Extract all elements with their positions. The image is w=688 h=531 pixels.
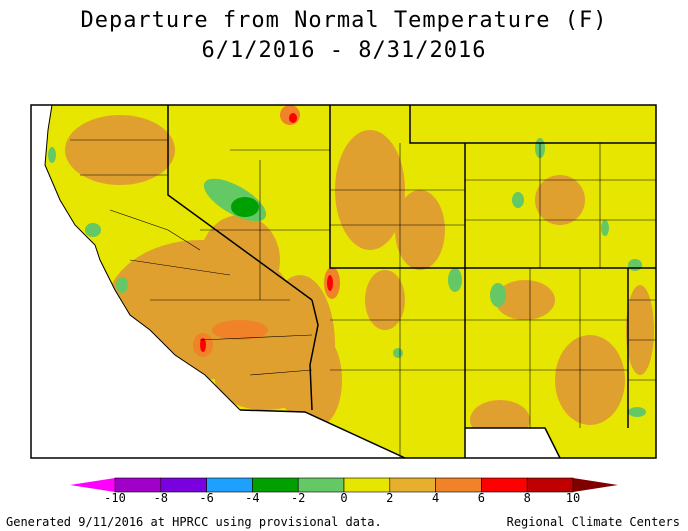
legend-tick-label: -6 [199,491,214,505]
legend-tick-label: 10 [565,491,581,505]
mexico [240,410,405,458]
map-title: Departure from Normal Temperature (F) [80,8,608,33]
legend-swatch [526,477,574,493]
legend-swatch [297,477,345,493]
legend-under-arrow [70,478,115,492]
state-borders [44,104,656,459]
legend-swatch [389,477,436,493]
legend-swatch [160,477,207,493]
coldest-spot [231,197,259,217]
map-area [30,104,657,459]
legend-tick-label: -10 [104,491,126,505]
legend-tick-label: 8 [523,491,531,505]
legend-swatch [481,477,528,493]
legend-swatch [343,477,391,493]
color-legend [70,477,618,493]
legend-swatch [114,477,162,493]
map-frame [30,104,657,459]
legend-swatch [206,477,253,493]
legend-tick-label: -8 [153,491,169,505]
legend-tick-label: 4 [431,491,440,505]
mexico-east [465,428,560,458]
county-lines [70,139,656,458]
legend-tick-label: 6 [477,491,485,505]
legend-tick-label: -2 [290,491,306,505]
legend-over-arrow [573,478,618,492]
legend-swatch [435,477,482,493]
legend-tick-label: -4 [245,491,260,505]
footer-source: Regional Climate Centers [506,515,680,529]
footer-generated: Generated 9/11/2016 at HPRCC using provi… [6,515,382,529]
legend-swatch [252,477,299,493]
legend-tick-label: 2 [386,491,394,505]
ocean [31,105,405,458]
legend-tick-label: 0 [340,491,348,505]
hottest-spots [200,113,333,352]
map-subtitle: 6/1/2016 - 8/31/2016 [201,38,487,63]
